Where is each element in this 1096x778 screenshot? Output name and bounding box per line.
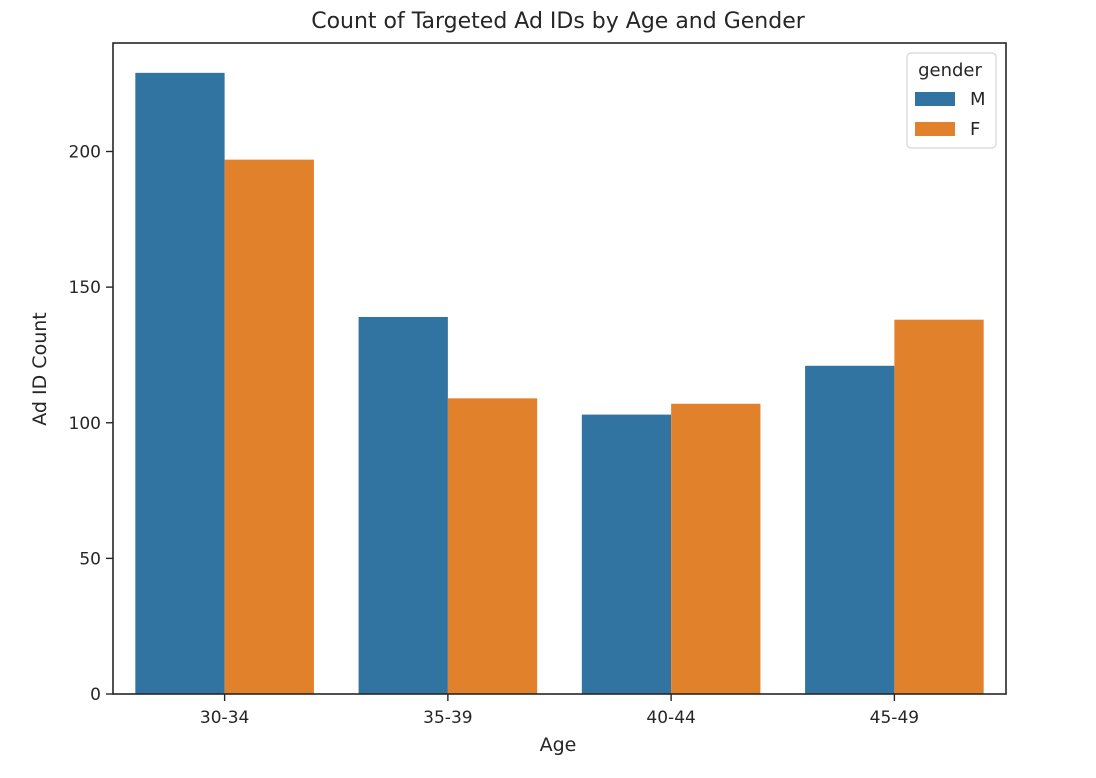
y-tick-label: 100 bbox=[69, 414, 101, 434]
bar-f-40-44 bbox=[671, 403, 761, 694]
x-tick-label: 45-49 bbox=[870, 708, 919, 728]
y-tick-label: 200 bbox=[69, 143, 101, 163]
bar-f-35-39 bbox=[447, 398, 538, 694]
legend-swatch-f bbox=[915, 122, 955, 136]
y-tick-label: 50 bbox=[79, 549, 101, 569]
x-tick-label: 30-34 bbox=[200, 708, 249, 728]
plot-frame bbox=[112, 42, 1007, 695]
x-tick-label: 40-44 bbox=[646, 708, 695, 728]
legend-swatch-m bbox=[915, 92, 955, 106]
x-tick-label: 35-39 bbox=[423, 708, 472, 728]
bar-f-30-34 bbox=[224, 159, 314, 694]
bar-m-35-39 bbox=[358, 316, 448, 694]
x-axis-ticks: 30-34 35-39 40-44 45-49 bbox=[200, 694, 919, 728]
bar-m-30-34 bbox=[135, 72, 225, 694]
legend: gender MF bbox=[906, 52, 997, 149]
bar-m-45-49 bbox=[805, 365, 895, 694]
y-tick-label: 150 bbox=[69, 278, 101, 298]
legend-title: gender bbox=[918, 60, 982, 81]
bar-m-40-44 bbox=[581, 414, 672, 694]
legend-label-m: M bbox=[970, 89, 986, 110]
bar-f-45-49 bbox=[894, 319, 984, 694]
y-axis-ticks: 0 50 100 150 200 bbox=[69, 143, 113, 705]
y-tick-label: 0 bbox=[90, 685, 101, 705]
legend-items: MF bbox=[915, 89, 986, 140]
y-axis-label: Ad ID Count bbox=[29, 312, 51, 425]
x-axis-label: Age bbox=[540, 734, 577, 756]
bars-layer bbox=[135, 72, 984, 694]
chart-title: Count of Targeted Ad IDs by Age and Gend… bbox=[311, 9, 806, 34]
legend-label-f: F bbox=[970, 119, 980, 140]
